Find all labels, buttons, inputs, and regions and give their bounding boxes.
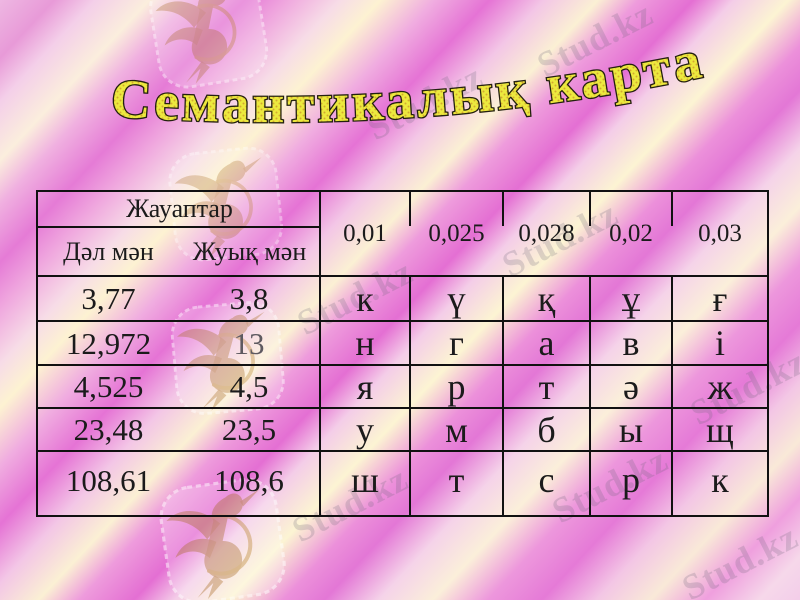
- letter-cell: ж: [707, 366, 733, 407]
- stud-kz-watermark: Stud.kz: [675, 516, 800, 600]
- slide-title-text: Семантикалық карта: [109, 30, 709, 134]
- letter-cell: т: [448, 460, 465, 500]
- letter-cell: в: [622, 323, 640, 363]
- table-gridline: [409, 275, 411, 515]
- exact-value-cell: 12,972: [65, 325, 152, 361]
- value-column-header: 0,01: [343, 220, 387, 247]
- table-gridline: [409, 192, 411, 226]
- table-gridline: [589, 275, 591, 515]
- letter-cell: ғ: [712, 278, 728, 319]
- approx-value-cell: 3,8: [229, 281, 269, 316]
- letter-cell: к: [356, 278, 374, 319]
- approx-value-cell: 23,5: [221, 412, 277, 447]
- letter-cell: м: [445, 409, 468, 450]
- semantic-map-table: Жауаптар Дәл мән Жуық мән 0,01 0,025 0,0…: [36, 190, 769, 517]
- letter-cell: р: [447, 366, 466, 407]
- table-gridline: [38, 407, 767, 409]
- letter-cell: ш: [351, 460, 379, 500]
- exact-value-cell: 23,48: [73, 412, 144, 447]
- letter-cell: я: [356, 366, 374, 407]
- letter-cell: ү: [447, 278, 466, 319]
- exact-value-cell: 3,77: [81, 281, 136, 316]
- value-column-header: 0,025: [428, 220, 485, 247]
- letter-cell: к: [711, 460, 729, 500]
- exact-value-cell: 4,525: [73, 369, 144, 404]
- letter-cell: н: [355, 323, 375, 363]
- exact-value-cell: 108,61: [65, 462, 152, 498]
- value-column-header: 0,03: [698, 220, 742, 247]
- approx-value-header-cell: Жуық мән: [192, 236, 307, 266]
- table-gridline: [589, 192, 591, 226]
- table-gridline: [319, 192, 321, 515]
- slide-title-svg: Семантикалық карта: [108, 27, 709, 135]
- letter-cell: а: [538, 323, 555, 363]
- letter-cell: г: [449, 323, 464, 363]
- table-gridline: [38, 450, 767, 452]
- letter-cell: р: [622, 460, 640, 500]
- value-column-header: 0,028: [518, 220, 575, 247]
- table-gridline: [502, 192, 504, 226]
- approx-value-cell: 4,5: [229, 369, 269, 404]
- letter-cell: у: [356, 409, 374, 450]
- letter-cell: щ: [706, 409, 734, 450]
- approx-value-cell: 108,6: [214, 462, 284, 498]
- table-gridline: [38, 364, 767, 366]
- table-gridline: [38, 320, 767, 322]
- answers-header-cell: Жауаптар: [126, 194, 233, 223]
- letter-cell: қ: [537, 278, 556, 319]
- letter-cell: т: [538, 366, 555, 407]
- letter-cell: ұ: [622, 278, 640, 319]
- table-gridline: [671, 192, 673, 226]
- value-column-header: 0,02: [609, 220, 653, 247]
- letter-cell: і: [714, 323, 725, 363]
- letter-cell: ә: [623, 366, 639, 407]
- table-gridline: [671, 275, 673, 515]
- letter-cell: с: [538, 460, 555, 500]
- letter-cell: ы: [618, 409, 644, 450]
- slide-title: Семантикалық карта: [92, 27, 732, 155]
- letter-cell: б: [537, 409, 556, 450]
- approx-value-cell: 13: [233, 325, 265, 361]
- exact-value-header-cell: Дәл мән: [63, 236, 154, 266]
- table-gridline: [502, 275, 504, 515]
- table-gridline: [38, 226, 321, 228]
- table-gridline: [38, 275, 767, 277]
